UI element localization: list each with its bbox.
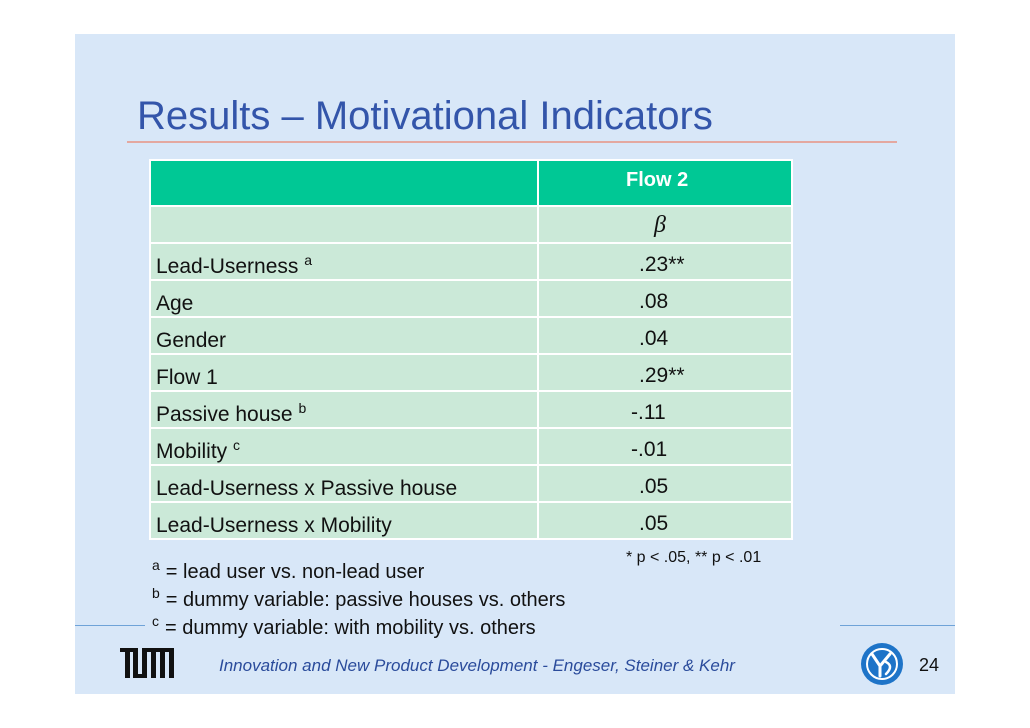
row-label-text: Lead-Userness x Passive house (156, 476, 458, 500)
row-label: Lead-Userness a (149, 242, 539, 281)
footnote-mark: c (152, 613, 159, 629)
title-underline (127, 141, 897, 143)
table-row-beta: β (149, 205, 793, 244)
table-header-row: Flow 2 (149, 159, 793, 207)
beta-symbol: β (537, 205, 793, 244)
row-label: Passive house b (149, 390, 539, 429)
significance-note: * p < .05, ** p < .01 (626, 549, 762, 566)
row-label-text: Gender (156, 328, 227, 352)
page-number: 24 (919, 655, 940, 675)
footnote-mark: a (152, 557, 160, 573)
column-header-flow-2: Flow 2 (537, 159, 793, 207)
row-value: .23** (537, 242, 793, 281)
table-row: Age .08 (149, 279, 793, 318)
row-label-text: Flow 1 (156, 365, 218, 389)
row-value: .29** (537, 353, 793, 392)
beta-label-cell (149, 205, 539, 244)
table-row: Lead-Userness x Passive house .05 (149, 464, 793, 503)
row-value: -.11 (537, 390, 793, 429)
footnote-text: = dummy variable: with mobility vs. othe… (165, 617, 536, 639)
row-label: Mobility c (149, 427, 539, 466)
footnote-text: = lead user vs. non-lead user (165, 561, 425, 583)
footnote: a = lead user vs. non-lead user (152, 558, 565, 586)
footnotes: a = lead user vs. non-lead user b = dummy … (152, 558, 565, 642)
table-row: Passive house b -.11 (149, 390, 793, 429)
row-label-text: Lead-Userness x Mobility (156, 513, 392, 537)
header-empty-cell (149, 159, 539, 207)
table-row: Lead-Userness a .23** (149, 242, 793, 281)
row-value: .05 (537, 501, 793, 540)
row-label: Flow 1 (149, 353, 539, 392)
left-side-rule (75, 625, 145, 626)
table-row: Lead-Userness x Mobility .05 (149, 501, 793, 540)
row-value: .08 (537, 279, 793, 318)
row-superscript: b (298, 399, 307, 416)
row-label: Lead-Userness x Passive house (149, 464, 539, 503)
row-value: -.01 (537, 427, 793, 466)
results-table: Flow 2 β Lead-Userness a .23** Age .08 G… (149, 159, 793, 540)
table-row: Gender .04 (149, 316, 793, 355)
university-emblem-icon (861, 643, 903, 685)
row-label: Age (149, 279, 539, 318)
table-row: Flow 1 .29** (149, 353, 793, 392)
row-superscript: c (233, 436, 241, 453)
row-label-text: Passive house (156, 402, 293, 426)
tum-logo-icon (120, 648, 174, 678)
row-value: .04 (537, 316, 793, 355)
row-value: .05 (537, 464, 793, 503)
footer-text: Innovation and New Product Development -… (219, 656, 735, 675)
footnote: c = dummy variable: with mobility vs. oth… (152, 614, 565, 642)
table-row: Mobility c -.01 (149, 427, 793, 466)
row-superscript: a (304, 251, 313, 268)
right-side-rule (840, 625, 955, 626)
footnote-text: = dummy variable: passive houses vs. oth… (165, 589, 566, 611)
row-label: Gender (149, 316, 539, 355)
row-label-text: Age (156, 291, 194, 315)
row-label-text: Lead-Userness (156, 254, 299, 278)
slide-title: Results – Motivational Indicators (137, 94, 713, 138)
row-label-text: Mobility (156, 439, 228, 463)
footnote: b = dummy variable: passive houses vs. ot… (152, 586, 565, 614)
row-label: Lead-Userness x Mobility (149, 501, 539, 540)
footnote-mark: b (152, 585, 160, 601)
